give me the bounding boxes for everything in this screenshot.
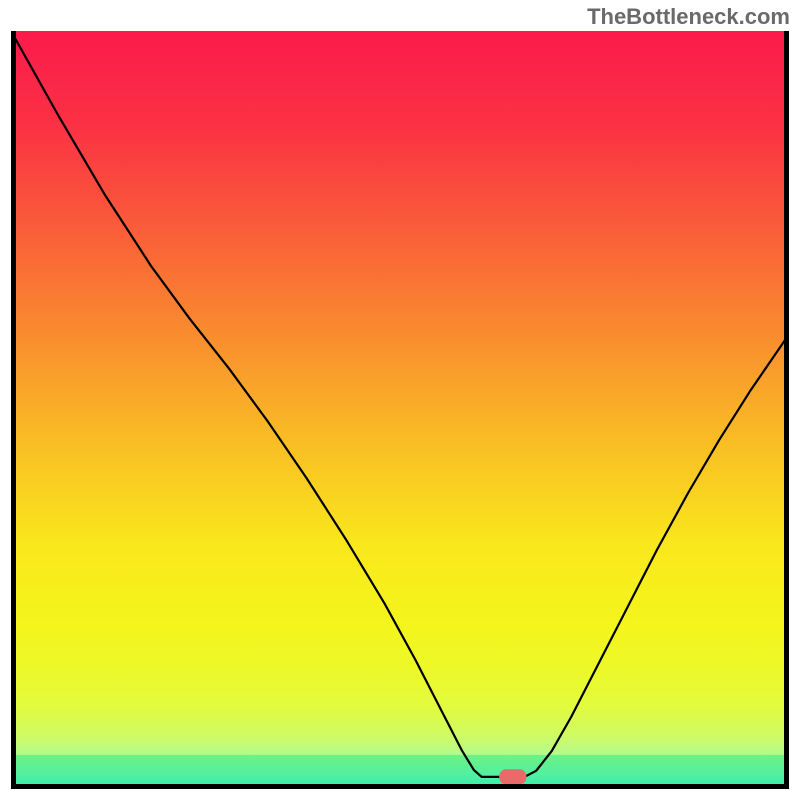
plot-area — [11, 31, 789, 789]
bottleneck-chart — [11, 31, 789, 789]
optimal-marker — [499, 769, 526, 784]
chart-container: TheBottleneck.com — [0, 0, 800, 800]
gradient-background — [11, 31, 789, 789]
green-band — [11, 755, 789, 789]
watermark-text: TheBottleneck.com — [587, 4, 790, 30]
